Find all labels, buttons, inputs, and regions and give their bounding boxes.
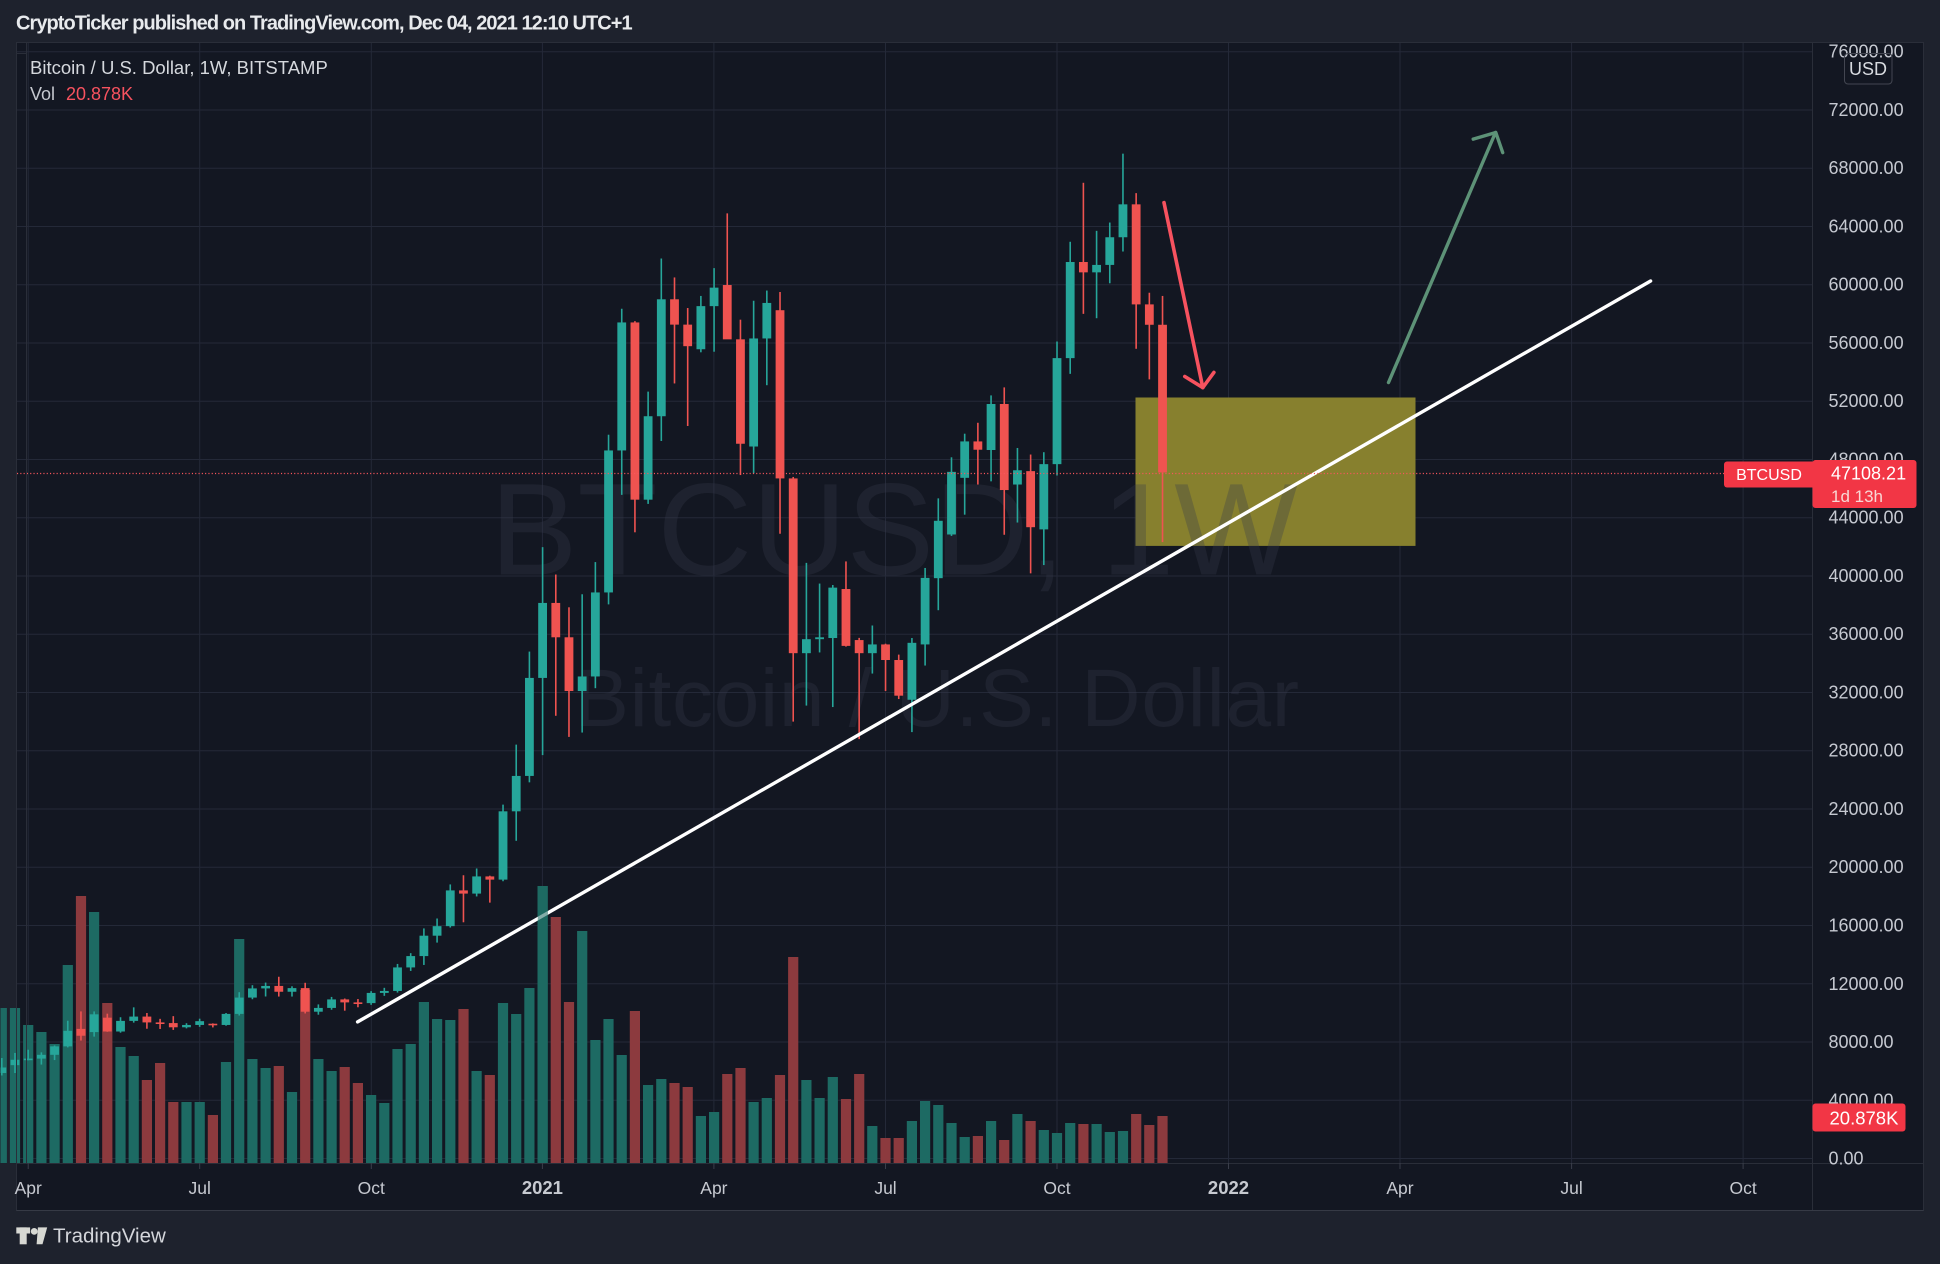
svg-text:64000.00: 64000.00 xyxy=(1829,216,1904,236)
svg-text:24000.00: 24000.00 xyxy=(1829,799,1904,819)
svg-text:20000.00: 20000.00 xyxy=(1829,857,1904,877)
svg-text:Jul: Jul xyxy=(189,1178,211,1198)
svg-text:28000.00: 28000.00 xyxy=(1829,741,1904,761)
svg-text:Jul: Jul xyxy=(874,1178,896,1198)
svg-text:44000.00: 44000.00 xyxy=(1829,508,1904,528)
svg-text:36000.00: 36000.00 xyxy=(1829,624,1904,644)
svg-text:16000.00: 16000.00 xyxy=(1829,915,1904,935)
svg-text:12000.00: 12000.00 xyxy=(1829,974,1904,994)
svg-text:TradingView: TradingView xyxy=(53,1225,166,1248)
svg-text:Oct: Oct xyxy=(1729,1178,1756,1198)
svg-text:8000.00: 8000.00 xyxy=(1829,1032,1894,1052)
svg-text:0.00: 0.00 xyxy=(1829,1149,1864,1169)
svg-text:USD: USD xyxy=(1849,59,1887,79)
svg-text:2022: 2022 xyxy=(1208,1177,1249,1198)
svg-text:56000.00: 56000.00 xyxy=(1829,333,1904,353)
svg-text:BTCUSD, 1W: BTCUSD, 1W xyxy=(490,456,1298,603)
svg-text:Bitcoin / U.S. Dollar: Bitcoin / U.S. Dollar xyxy=(574,653,1300,744)
svg-text:68000.00: 68000.00 xyxy=(1829,158,1904,178)
svg-text:CryptoTicker published on Trad: CryptoTicker published on TradingView.co… xyxy=(16,13,632,35)
svg-text:Bitcoin / U.S. Dollar, 1W, BIT: Bitcoin / U.S. Dollar, 1W, BITSTAMP xyxy=(30,57,328,78)
svg-text:40000.00: 40000.00 xyxy=(1829,566,1904,586)
svg-text:Apr: Apr xyxy=(1386,1178,1413,1198)
svg-text:Oct: Oct xyxy=(358,1178,385,1198)
svg-text:Apr: Apr xyxy=(700,1178,727,1198)
svg-text:20.878K: 20.878K xyxy=(1830,1108,1900,1129)
svg-text:52000.00: 52000.00 xyxy=(1829,391,1904,411)
svg-text:60000.00: 60000.00 xyxy=(1829,275,1904,295)
svg-text:Apr: Apr xyxy=(15,1178,42,1198)
svg-text:32000.00: 32000.00 xyxy=(1829,682,1904,702)
svg-text:47108.21: 47108.21 xyxy=(1831,464,1906,484)
svg-text:76000.00: 76000.00 xyxy=(1829,42,1904,62)
svg-text:2021: 2021 xyxy=(522,1177,563,1198)
svg-text:BTCUSD: BTCUSD xyxy=(1736,467,1802,484)
svg-text:Oct: Oct xyxy=(1043,1178,1070,1198)
svg-text:Vol: Vol xyxy=(30,84,55,104)
svg-text:1d 13h: 1d 13h xyxy=(1831,487,1883,506)
svg-text:72000.00: 72000.00 xyxy=(1829,100,1904,120)
svg-text:Jul: Jul xyxy=(1560,1178,1582,1198)
svg-text:20.878K: 20.878K xyxy=(66,84,133,104)
